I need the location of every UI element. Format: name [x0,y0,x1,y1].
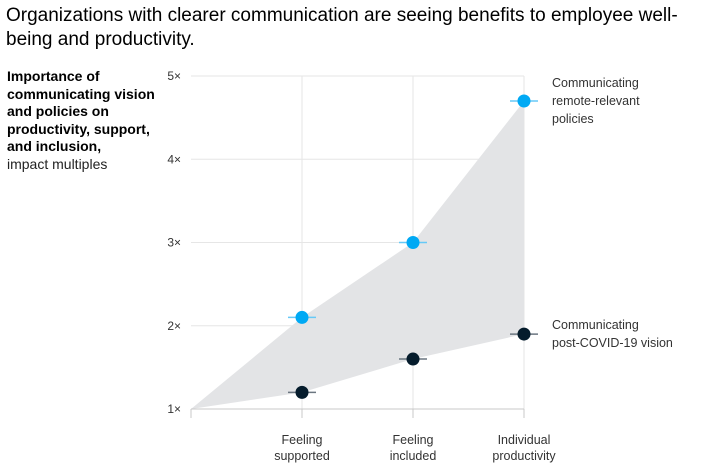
x-tick-label-line: Feeling [393,433,434,447]
series-label-0: Communicating remote-relevant policies [552,76,640,126]
data-point-s0-0 [295,310,309,324]
series-label-line: remote-relevant [552,94,640,108]
series-label-line: policies [552,112,594,126]
y-tick-labels: 1× 2× 3× 4× 5× [167,69,181,416]
data-points [288,94,538,399]
x-tick-label-line: supported [274,449,330,463]
series-label-1: Communicating post-COVID-19 vision [552,318,673,350]
y-axis-unit: impact multiples [7,155,108,172]
series-labels: Communicating remote-relevant policiesComm… [552,76,673,350]
y-tick-label-5: 5× [167,69,181,83]
y-tick-label-3: 3× [167,236,181,250]
y-tick-label-4: 4× [167,152,181,166]
data-point-s0-2 [517,94,531,108]
x-tick-label-1: Feeling included [390,433,437,463]
chart-title: Organizations with clearer communication… [6,5,678,50]
x-axis [190,408,525,418]
y-tick-label-2: 2× [167,319,181,333]
x-tick-labels: Feeling supported Feeling included Individua… [274,433,556,463]
y-axis-label-text: Importance of communicating vision and p… [7,68,155,154]
y-axis-label: Importance of communicating vision and p… [7,68,157,173]
shaded-range [191,100,524,409]
x-tick-label-line: Individual [498,433,551,447]
data-point-s0-1 [406,236,420,249]
data-point-s1-0 [295,385,309,399]
x-tick-label-line: Feeling [282,433,323,447]
series-label-line: post-COVID-19 vision [552,336,673,350]
series-label-line: Communicating [552,318,639,332]
data-point-s1-2 [517,327,531,341]
series-label-line: Communicating [552,76,639,90]
x-tick-label-2: Individual productivity [492,433,556,463]
x-tick-label-line: productivity [492,449,556,463]
x-tick-label-0: Feeling supported [274,433,330,463]
data-point-s1-1 [406,352,420,366]
area-between-series [191,100,524,409]
y-tick-label-1: 1× [167,402,181,416]
x-tick-label-line: included [390,449,437,463]
